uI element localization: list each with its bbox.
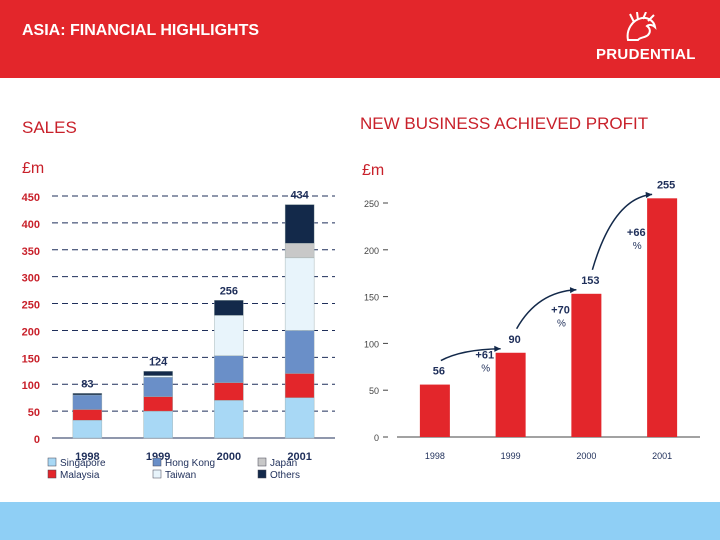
sales-y-tick-label: 350 [22,246,40,258]
growth-label-percent: % [633,241,642,252]
sales-bar-segment [284,204,315,244]
profit-y-tick-label: 150 [364,293,379,303]
sales-legend-swatch [152,457,162,467]
sales-bar-segment [284,373,315,398]
profit-chart: 0 50 100 150 200 250 56 1998 90 1999 153 2000 255 200… [364,179,700,461]
sales-y-tick-label: 50 [28,407,40,419]
profit-x-tick-label: 1998 [425,451,445,461]
sales-bar-segment [143,410,173,439]
profit-title: NEW BUSINESS ACHIEVED PROFIT [360,114,649,133]
growth-label: +70 [551,304,570,316]
profit-value-label: 90 [509,334,521,346]
sales-bar-segment [284,243,315,259]
profit-value-label: 153 [581,275,599,287]
growth-arrowhead [645,191,653,198]
sales-bar-segment [143,371,173,376]
growth-arrowhead [569,287,577,294]
sales-legend-swatch [257,457,267,467]
sales-bar-segment [143,396,173,412]
profit-y-tick-label: 50 [369,386,379,396]
profit-unit: £m [362,162,385,179]
sales-legend-swatch [152,469,162,479]
growth-label: +61 [475,350,494,362]
profit-bar [647,198,678,437]
sales-legend-label: Malaysia [60,470,100,481]
sales-legend-swatch [257,469,267,479]
sales-bar-segment [214,400,244,439]
sales-legend-label: Taiwan [165,470,196,481]
profit-y-tick-label: 250 [364,199,379,209]
sales-y-tick-label: 400 [22,219,40,231]
sales-y-tick-label: 200 [22,326,40,338]
profit-y-tick-label: 100 [364,339,379,349]
sales-bar-segment [72,393,103,396]
profit-x-tick-label: 2001 [652,451,672,461]
sales-legend-label: Singapore [60,458,106,469]
sales-total-label: 124 [149,356,168,368]
sales-total-label: 83 [81,378,93,390]
growth-label: +66 [627,227,646,239]
sales-y-tick-label: 0 [34,434,40,446]
sales-y-tick-label: 450 [22,192,40,204]
sales-bar-segment [214,355,244,383]
sales-bar-segment [72,420,103,439]
sales-x-tick-label: 1998 [75,451,99,463]
logo-text: PRUDENTIAL [596,46,696,63]
sales-legend-label: Others [270,470,300,481]
sales-legend-swatch [47,469,57,479]
profit-x-tick-label: 2000 [576,451,596,461]
growth-label-percent: % [557,318,566,329]
sales-legend-swatch [47,457,57,467]
sales-bar-segment [214,382,244,401]
profit-x-tick-label: 1999 [501,451,521,461]
footer-bar [0,502,720,540]
sales-bar-segment [284,330,315,374]
sales-y-tick-label: 300 [22,273,40,285]
profit-bar [495,352,526,437]
sales-bar-segment [143,375,173,378]
growth-label-percent: % [481,364,490,375]
sales-bar-segment [143,377,173,397]
sales-title: SALES [22,118,77,137]
growth-arrow [515,289,577,330]
sales-x-tick-label: 2000 [217,451,241,463]
sales-legend-label: Japan [270,458,297,469]
sales-total-label: 256 [220,285,238,297]
profit-y-tick-label: 0 [374,433,379,443]
header-bar: ASIA: FINANCIAL HIGHLIGHTS PRUDENTIAL [0,0,720,78]
growth-arrowhead [494,345,501,352]
profit-bar [571,293,602,437]
sales-unit: £m [22,160,45,177]
profit-bar [419,384,450,437]
sales-total-label: 434 [290,190,309,202]
growth-arrow [591,193,653,271]
profit-value-label: 255 [657,179,675,191]
sales-y-tick-label: 250 [22,300,40,312]
sales-bar-segment [214,300,244,316]
growth-arrow [440,348,501,362]
sales-y-tick-label: 100 [22,380,40,392]
profit-value-label: 56 [433,366,445,378]
sales-bar-segment [72,394,103,410]
sales-bar-segment [72,409,103,421]
page-title: ASIA: FINANCIAL HIGHLIGHTS [22,22,260,39]
sales-x-tick-label: 2001 [287,451,311,463]
sales-bar-segment [214,315,244,356]
sales-y-tick-label: 150 [22,353,40,365]
profit-y-tick-label: 200 [364,246,379,256]
prudence-head-icon [626,12,657,41]
sales-chart: 0 50 100 150 200 250 300 350 400 450 83 1998 124 1999… [22,190,335,481]
sales-x-tick-label: 1999 [146,451,170,463]
sales-legend-label: Hong Kong [165,458,215,469]
sales-bar-segment [284,397,315,439]
sales-bar-segment [284,257,315,331]
